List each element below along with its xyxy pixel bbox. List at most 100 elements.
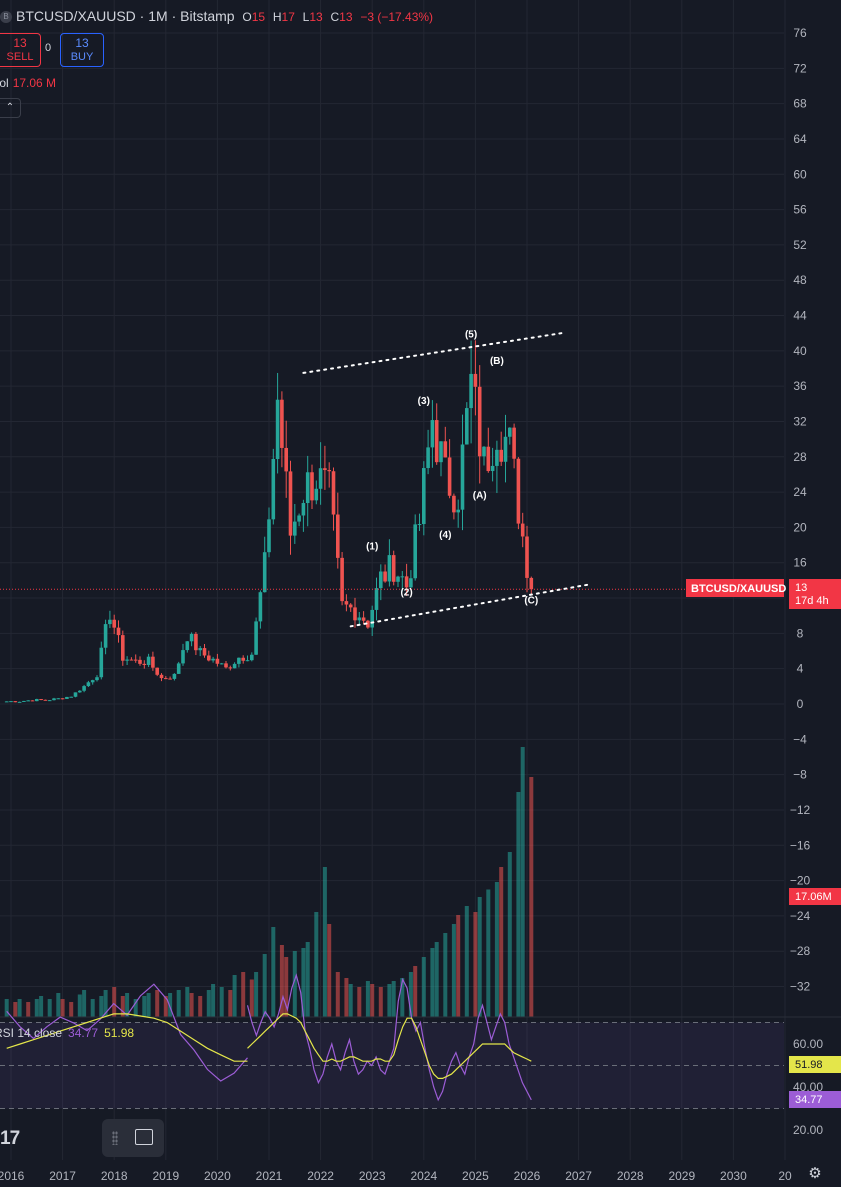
candle-body — [142, 663, 147, 665]
price-axis-tick-label: −20 — [790, 874, 811, 888]
candle-body — [460, 444, 465, 510]
volume-bar — [477, 897, 482, 1017]
candle-body — [219, 663, 224, 665]
candle-body — [129, 659, 134, 661]
candle-body — [490, 465, 495, 472]
candle-body — [370, 609, 374, 628]
candle-body — [434, 420, 439, 463]
candle-body — [284, 447, 288, 472]
candle-body — [60, 698, 65, 700]
wave-label: (4) — [439, 530, 451, 541]
candle-body — [516, 458, 521, 524]
price-axis-tick-label: 8 — [797, 626, 804, 640]
symbol-title[interactable]: BTCUSD/XAUUSD · 1M · Bitstamp — [16, 8, 235, 24]
price-axis-tick-label: 72 — [793, 61, 807, 75]
price-axis-tick-label: 64 — [793, 132, 807, 146]
time-axis-tick-label: 2022 — [307, 1169, 334, 1183]
wave-label: (A) — [473, 490, 487, 501]
volume-bar — [365, 981, 370, 1017]
drag-grip-icon[interactable] — [112, 1131, 118, 1145]
high-value: 17 — [281, 10, 295, 24]
volume-bar — [348, 984, 353, 1017]
candle-body — [151, 656, 155, 668]
candle-body — [512, 427, 516, 459]
price-axis-tick-label: −8 — [793, 768, 807, 782]
candle-body — [224, 663, 228, 668]
candle-body — [185, 641, 190, 651]
candle-body — [73, 692, 78, 697]
candle-body — [267, 519, 271, 553]
candle-body — [318, 468, 323, 489]
sell-button[interactable]: 13 SELL — [0, 33, 41, 67]
volume-bar — [301, 948, 306, 1017]
volume-bar — [370, 984, 375, 1017]
candle-body — [95, 677, 99, 681]
price-axis-tick-label: 60 — [793, 167, 807, 181]
volume-bar — [292, 951, 297, 1017]
volume-bar — [486, 889, 491, 1017]
volume-bar — [279, 945, 284, 1017]
volume-tag-bg — [789, 888, 841, 905]
volume-bar — [284, 957, 289, 1017]
rsi-label: RSI 14 close — [0, 1026, 63, 1040]
volume-bar — [335, 972, 340, 1017]
volume-bar — [322, 867, 327, 1017]
candle-body — [353, 607, 357, 621]
chevron-up-icon[interactable]: ⌃ — [0, 98, 21, 118]
high-label: H — [272, 10, 282, 24]
candle-body — [47, 700, 52, 702]
price-tag: 13 — [795, 582, 807, 594]
candle-body — [293, 521, 297, 536]
volume-legend[interactable]: Vol17.06 M — [0, 76, 56, 90]
volume-bar — [219, 987, 224, 1017]
candle-body — [228, 667, 233, 669]
price-axis-tick-label: 56 — [793, 203, 807, 217]
time-axis-tick-label: 2020 — [204, 1169, 231, 1183]
rsi-value: 34.77 — [68, 1026, 99, 1040]
candle-body — [297, 515, 301, 522]
candle-body — [232, 663, 237, 669]
time-axis-tick-label: 2018 — [101, 1169, 128, 1183]
price-axis-tick-label: −4 — [793, 732, 807, 746]
volume-bar — [206, 990, 211, 1017]
rsi-axis-tick-label: 20.00 — [793, 1123, 823, 1137]
volume-bar — [499, 867, 504, 1017]
candle-body — [301, 503, 306, 516]
volume-bar — [473, 912, 478, 1017]
tradingview-logo[interactable]: 17 — [0, 1128, 20, 1149]
candle-body — [172, 673, 177, 679]
rsi-legend[interactable]: RSI 14 close 34.77 51.98 — [0, 1026, 134, 1040]
candle-body — [13, 701, 18, 703]
gear-icon[interactable]: ⚙ — [808, 1165, 822, 1182]
volume-bar — [271, 927, 276, 1017]
price-axis-tick-label: −24 — [790, 909, 811, 923]
volume-bar — [60, 999, 65, 1017]
volume-bar — [176, 990, 181, 1017]
price-axis-tick-label: 52 — [793, 238, 807, 252]
wave-label: (5) — [465, 330, 477, 341]
candle-body — [116, 627, 121, 636]
volume-bar — [163, 996, 168, 1017]
candle-body — [52, 698, 56, 701]
buy-button[interactable]: 13 BUY — [60, 33, 104, 67]
volume-bar — [507, 852, 512, 1017]
candle-body — [159, 674, 164, 679]
candle-body — [477, 386, 482, 457]
candle-body — [404, 576, 409, 588]
candle-body — [336, 514, 340, 558]
screenshot-button[interactable] — [102, 1119, 164, 1157]
buy-label: BUY — [70, 51, 94, 63]
candle-body — [39, 699, 43, 701]
volume-bar — [327, 924, 332, 1017]
candle-body — [400, 576, 405, 578]
volume-bar — [13, 1002, 18, 1017]
sell-price: 13 — [13, 36, 27, 50]
candle-body — [426, 447, 430, 469]
candle-body — [78, 690, 82, 693]
volume-bar — [39, 996, 44, 1017]
time-axis-tick-label: 2026 — [514, 1169, 541, 1183]
volume-bar — [185, 987, 190, 1017]
candle-body — [409, 578, 413, 588]
candle-body — [245, 660, 250, 662]
